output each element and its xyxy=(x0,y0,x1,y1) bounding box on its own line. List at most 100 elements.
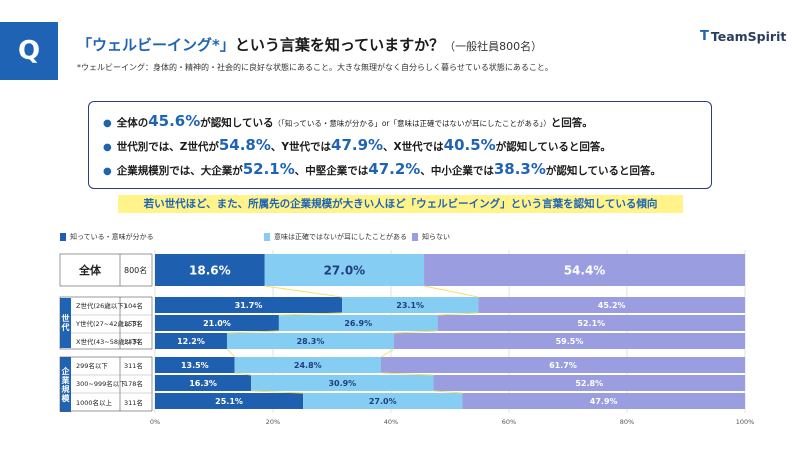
row-label-name: 300~999名以下 xyxy=(76,380,126,388)
x-tick-label: 40% xyxy=(384,418,398,426)
bar-segment xyxy=(342,297,479,313)
summary-text: が認知している xyxy=(200,117,274,129)
summary-line-company: ● 企業規模別では、大企業が 52.1% 、中堅企業では 47.2% 、中小企業では 38… xyxy=(103,160,701,184)
bar-value-label: 28.3% xyxy=(297,337,325,346)
summary-line-overall: ● 全体の 45.6% が認知している （「知っている・意味が分かる」or「意味は正確… xyxy=(103,112,701,136)
title-quote: 「ウェルビーイング*」 xyxy=(77,36,235,54)
summary-text: 全体の xyxy=(116,117,149,129)
legend-label: 意味は正確ではないが耳にしたことがある xyxy=(274,233,407,241)
connector-line xyxy=(423,285,479,298)
x-tick-label: 20% xyxy=(266,418,280,426)
bar-segment xyxy=(478,297,745,313)
legend-swatch xyxy=(60,233,66,241)
bar-value-label: 16.3% xyxy=(189,379,217,388)
row-label-name: 299名以下 xyxy=(76,362,108,370)
bar-value-label: 26.9% xyxy=(344,319,372,328)
row-label-count: 311名 xyxy=(124,399,143,407)
summary-text: 、Y世代では xyxy=(270,141,332,153)
bar-value-label: 13.5% xyxy=(181,361,209,370)
row-label-name: 1000名以上 xyxy=(76,399,113,407)
bar-segment xyxy=(278,315,438,331)
summary-text: 、中堅企業では xyxy=(294,165,369,177)
bar-value-label: 61.7% xyxy=(549,361,577,370)
bar-value-label: 45.2% xyxy=(598,301,626,310)
bar-value-label: 52.8% xyxy=(575,379,603,388)
connector-line xyxy=(433,390,463,394)
connector-line xyxy=(226,330,279,334)
legend-item: 知らない xyxy=(412,232,450,242)
legend-swatch xyxy=(412,233,418,241)
summary-text: 、X世代では xyxy=(383,141,444,153)
bar-segment xyxy=(155,254,265,286)
summary-text: と回答。 xyxy=(550,117,593,129)
page-title: 「ウェルビーイング*」という言葉を知っていますか？（一般社員800名） xyxy=(77,34,542,55)
bar-segment xyxy=(234,357,381,373)
bar-value-label: 47.9% xyxy=(590,397,618,406)
key-finding-banner: 若い世代ほど、また、所属先の企業規模が大きい人ほど「ウェルビーイング」という言葉… xyxy=(118,195,683,213)
bar-value-label: 31.7% xyxy=(235,301,263,310)
bar-value-label: 27.0% xyxy=(369,397,397,406)
bar-segment xyxy=(155,297,343,313)
bar-value-label: 21.0% xyxy=(203,319,231,328)
connector-line xyxy=(251,390,304,394)
x-tick-label: 100% xyxy=(736,418,755,426)
title-main: という言葉を知っていますか？ xyxy=(234,36,445,54)
summary-text: 、中小企業では xyxy=(420,165,494,177)
bar-segment xyxy=(155,315,279,331)
bar-value-label: 54.4% xyxy=(564,264,606,278)
bar-segment xyxy=(155,375,252,391)
legend-label: 知らない xyxy=(422,233,450,241)
bullet-icon: ● xyxy=(103,118,112,129)
row-label-count: 800名 xyxy=(124,265,148,275)
summary-value: 38.3% xyxy=(493,160,546,178)
connector-line xyxy=(437,312,479,316)
bar-value-label: 25.1% xyxy=(215,397,243,406)
summary-line-generation: ● 世代別では、Z世代が 54.8% 、Y世代では 47.9% 、X世代では 40.5% が… xyxy=(103,136,701,160)
bar-segment xyxy=(155,393,304,409)
bar-segment xyxy=(303,393,463,409)
row-label-frame xyxy=(59,253,153,287)
group-frame xyxy=(59,296,153,350)
bar-segment xyxy=(226,333,394,349)
summary-text: 企業規模別では、大企業が xyxy=(116,165,243,177)
x-tick-label: 0% xyxy=(150,418,160,426)
connector-line xyxy=(264,285,343,298)
bar-value-label: 27.0% xyxy=(324,264,366,278)
legend-item: 意味は正確ではないが耳にしたことがある xyxy=(264,232,407,242)
bar-segment xyxy=(251,375,434,391)
summary-text: が認知していると回答。 xyxy=(545,165,662,177)
connector-line xyxy=(234,372,252,376)
chart-legend: 知っている・意味が分かる 意味は正確ではないが耳にしたことがある 知らない xyxy=(0,232,800,244)
bar-value-label: 30.9% xyxy=(328,379,356,388)
row-label-count: 104名 xyxy=(124,302,143,310)
logo-text: TeamSpirit xyxy=(710,29,787,44)
teamspirit-logo: T TeamSpirit xyxy=(700,29,786,44)
group-label-generation: 世代 xyxy=(60,298,71,348)
summary-value: 47.9% xyxy=(331,136,384,154)
row-label-name: X世代(43~58歳以下) xyxy=(76,338,141,346)
bar-value-label: 18.6% xyxy=(189,264,231,278)
logo-mark-icon: T xyxy=(700,29,709,44)
legend-swatch xyxy=(264,233,270,241)
summary-text: が認知していると回答。 xyxy=(495,141,611,153)
connector-line xyxy=(278,312,343,316)
summary-note: （「知っている・意味が分かる」or「意味は正確ではないが耳にしたことがある」） xyxy=(273,119,551,128)
bar-segment xyxy=(380,357,745,373)
x-tick-label: 80% xyxy=(620,418,634,426)
row-label-name: Y世代(27~42歳以下) xyxy=(76,320,140,328)
summary-value: 52.1% xyxy=(242,160,295,178)
bar-value-label: 52.1% xyxy=(577,319,605,328)
group-frame xyxy=(59,356,153,412)
bar-segment xyxy=(424,254,745,286)
bar-segment xyxy=(393,333,745,349)
summary-text: 世代別では、Z世代が xyxy=(116,141,219,153)
connector-line xyxy=(380,348,395,358)
bullet-icon: ● xyxy=(103,166,112,177)
bar-value-label: 23.1% xyxy=(396,301,424,310)
connector-line xyxy=(226,348,236,358)
bar-segment xyxy=(462,393,745,409)
bullet-icon: ● xyxy=(103,142,112,153)
row-label-name: Z世代(26歳以下) xyxy=(76,302,127,310)
bar-segment xyxy=(264,254,425,286)
